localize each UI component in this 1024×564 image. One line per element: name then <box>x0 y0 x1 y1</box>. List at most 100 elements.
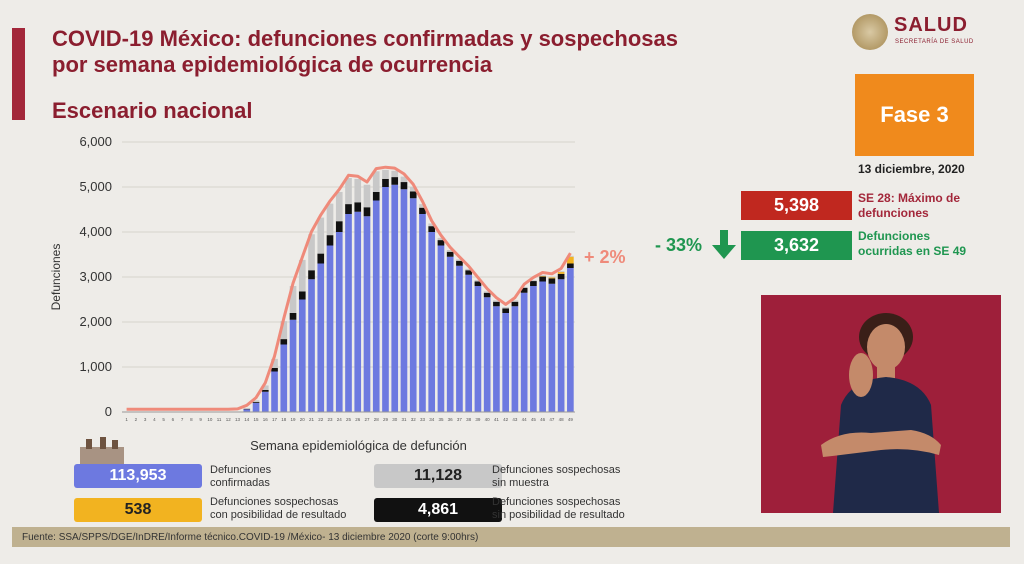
max-deaths-label: SE 28: Máximo de defunciones <box>858 191 1008 221</box>
bar-segment-1 <box>502 313 509 412</box>
bar-segment-1 <box>335 232 343 412</box>
x-tick-label: 34 <box>429 417 435 422</box>
x-tick-label: 3 <box>144 417 147 422</box>
bar-segment-4 <box>465 268 473 271</box>
bar-segment-2 <box>483 292 491 298</box>
bar-segment-2 <box>419 207 426 214</box>
trend-line <box>126 165 572 411</box>
bar-segment-1 <box>474 286 482 412</box>
x-tick-label: 46 <box>540 417 546 422</box>
bar-segment-4 <box>419 204 426 208</box>
bar-segment-2 <box>261 389 269 392</box>
x-tick-label: 10 <box>207 417 213 422</box>
bar-segment-2 <box>428 226 436 232</box>
bar-segment-4 <box>409 187 417 192</box>
x-tick-label: 25 <box>346 417 352 422</box>
bar-segment-1 <box>261 391 269 412</box>
x-tick-label: 9 <box>199 417 202 422</box>
bar-segment-4 <box>511 300 519 302</box>
current-deaths-label: Defunciones ocurridas en SE 49 <box>858 229 1008 259</box>
x-tick-label: 8 <box>190 417 193 422</box>
bar-segment-1 <box>493 306 500 412</box>
legend-label-3: Defunciones sospechosas con posibilidad d… <box>210 496 346 522</box>
x-tick-label: 21 <box>309 417 315 422</box>
x-tick-label: 39 <box>475 417 481 422</box>
x-tick-label: 24 <box>337 417 343 422</box>
deaths-bar-chart: 0 1,000 2,000 3,000 4,000 5,000 6,000 Defuncion… <box>49 134 575 453</box>
bar-segment-1 <box>437 245 445 412</box>
bar-segment-4 <box>493 300 500 302</box>
bar-segment-1 <box>539 281 546 412</box>
page-title: COVID-19 México: defunciones confirmadas… <box>52 26 678 78</box>
legend-value-2: 11,128 <box>374 464 502 488</box>
x-tick-label: 35 <box>438 417 444 422</box>
bar-segment-1 <box>530 286 537 412</box>
bar-segment-1 <box>567 268 574 412</box>
title-line-1: COVID-19 México: defunciones confirmadas… <box>52 26 678 51</box>
x-tick-label: 12 <box>226 417 232 422</box>
legend-label-line-1: Defunciones sospechosas <box>210 496 339 508</box>
x-tick-label: 29 <box>383 417 389 422</box>
bar-segment-1 <box>372 200 380 412</box>
bar-segment-1 <box>428 232 436 412</box>
bar-segment-1 <box>511 306 519 412</box>
x-axis-label: Semana epidemiológica de defunción <box>250 438 467 453</box>
trend-change-label: + 2% <box>584 247 626 267</box>
bar-segment-4 <box>252 400 260 403</box>
max-deaths-value: 5,398 <box>741 191 852 220</box>
max-label-line-1: SE 28: Máximo de <box>858 191 961 205</box>
y-tick-label: 5,000 <box>79 179 112 194</box>
legend-label-line-2: con posibilidad de resultado <box>210 509 347 521</box>
y-tick-label: 4,000 <box>79 224 112 239</box>
bar-segment-2 <box>474 281 482 286</box>
legend-value-4: 4,861 <box>374 498 502 522</box>
bar-segment-1 <box>363 216 371 412</box>
legend-label-line-1: Defunciones <box>210 464 272 476</box>
bar-segment-1 <box>382 187 389 412</box>
x-tick-label: 18 <box>281 417 287 422</box>
bar-segment-2 <box>354 202 362 212</box>
bar-segment-2 <box>557 273 565 280</box>
bar-segment-1 <box>391 184 399 412</box>
bar-segment-4 <box>567 255 574 257</box>
bar-segment-2 <box>372 191 380 201</box>
x-tick-label: 22 <box>318 417 324 422</box>
coat-of-arms-icon <box>852 14 888 50</box>
x-tick-label: 47 <box>549 417 555 422</box>
bar-segment-2 <box>548 278 556 284</box>
bar-segment-1 <box>252 403 260 412</box>
x-tick-label: 6 <box>172 417 175 422</box>
x-tick-label: 49 <box>568 417 574 422</box>
bar-segment-2 <box>363 207 371 217</box>
legend-value-1: 113,953 <box>74 464 202 488</box>
bar-segment-2 <box>446 251 454 257</box>
bar-segment-4 <box>520 286 528 288</box>
bar-segment-4 <box>354 178 362 203</box>
x-tick-label: 40 <box>485 417 491 422</box>
x-tick-label: 23 <box>328 417 334 422</box>
bar-segment-1 <box>243 409 251 412</box>
bar-segment-4 <box>428 223 436 227</box>
x-tick-label: 14 <box>244 417 250 422</box>
legend-label-line-2: sin posibilidad de resultado <box>492 509 625 521</box>
x-tick-label: 13 <box>235 417 241 422</box>
x-tick-label: 42 <box>503 417 509 422</box>
bar-segment-2 <box>520 287 528 293</box>
y-tick-label: 1,000 <box>79 359 112 374</box>
bar-segment-4 <box>446 250 454 252</box>
legend-label-line-1: Defunciones sospechosas <box>492 464 621 476</box>
bar-segment-2 <box>298 291 306 300</box>
x-tick-label: 15 <box>254 417 260 422</box>
bar-segment-1 <box>400 189 408 412</box>
bar-segment-4 <box>400 176 408 183</box>
bar-segment-4 <box>261 385 269 390</box>
bar-segment-4 <box>382 169 389 179</box>
x-tick-label: 37 <box>457 417 463 422</box>
x-tick-label: 32 <box>411 417 417 422</box>
page-subtitle: Escenario nacional <box>52 98 253 123</box>
report-date: 13 diciembre, 2020 <box>858 162 965 176</box>
bar-segment-2 <box>400 182 408 190</box>
bar-segment-4 <box>530 280 537 282</box>
bar-segment-2 <box>456 260 463 266</box>
y-tick-label: 3,000 <box>79 269 112 284</box>
